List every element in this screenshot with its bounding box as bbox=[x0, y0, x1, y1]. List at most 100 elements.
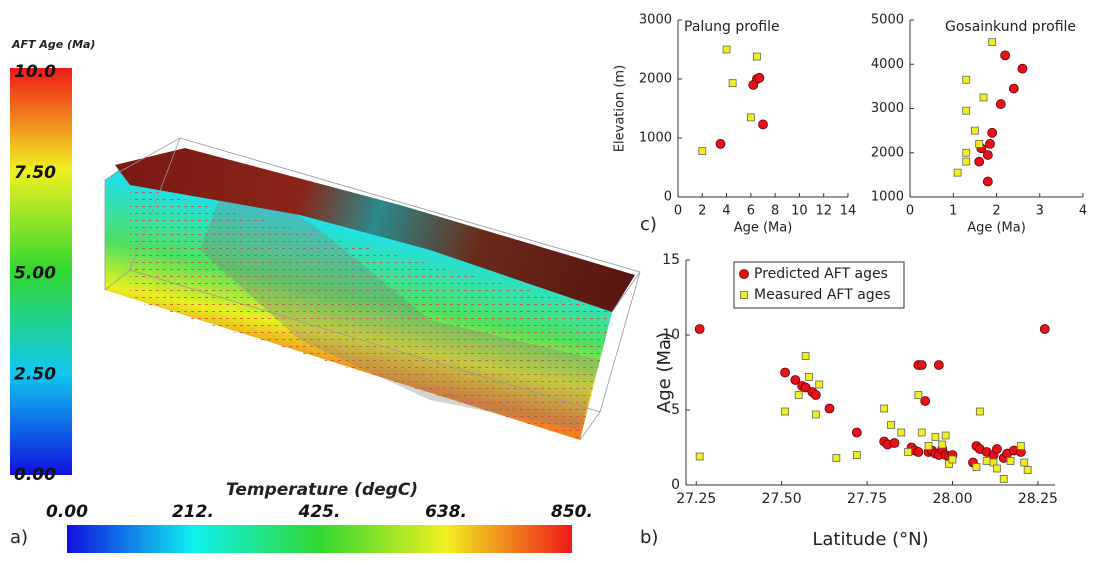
point bbox=[999, 475, 1008, 483]
point bbox=[1017, 63, 1028, 74]
y-tick-label: 15 bbox=[662, 252, 680, 268]
point bbox=[948, 455, 957, 464]
point bbox=[897, 428, 906, 437]
point bbox=[887, 421, 895, 429]
legend-label: Measured AFT ages bbox=[754, 287, 891, 303]
y-tick-label: 0 bbox=[671, 477, 680, 493]
y-tick-label: 2000 bbox=[871, 145, 904, 160]
colorbar-tick-label: 0.00 bbox=[46, 502, 88, 522]
point bbox=[698, 147, 707, 155]
point bbox=[985, 138, 995, 149]
point bbox=[794, 391, 803, 399]
point bbox=[962, 106, 971, 115]
point bbox=[811, 410, 820, 419]
model-grid bbox=[130, 185, 612, 440]
model-surface bbox=[115, 148, 635, 312]
x-tick-label: 12 bbox=[815, 204, 832, 219]
point bbox=[920, 396, 931, 406]
point bbox=[917, 428, 926, 437]
point bbox=[810, 390, 821, 400]
x-tick-label: 6 bbox=[747, 204, 755, 219]
3d-model bbox=[104, 137, 641, 441]
point bbox=[982, 150, 993, 160]
point bbox=[941, 431, 950, 440]
point bbox=[715, 138, 726, 149]
point bbox=[974, 156, 985, 167]
y-tick-label: 1000 bbox=[871, 190, 904, 205]
point bbox=[694, 324, 705, 334]
x-tick-label: 4 bbox=[722, 204, 730, 219]
point bbox=[924, 442, 933, 450]
y-tick-label: 2000 bbox=[639, 72, 672, 87]
panel-label: a) bbox=[10, 527, 28, 548]
point bbox=[1000, 50, 1011, 61]
point bbox=[781, 407, 789, 416]
point bbox=[889, 438, 900, 448]
point bbox=[916, 360, 927, 370]
point bbox=[832, 454, 841, 462]
point bbox=[695, 452, 704, 461]
point bbox=[975, 407, 984, 416]
legend-box bbox=[733, 261, 905, 309]
point bbox=[992, 444, 1002, 454]
point bbox=[801, 352, 810, 360]
point bbox=[953, 168, 962, 177]
point bbox=[805, 373, 813, 381]
x-axis-label: Latitude (°N) bbox=[812, 529, 928, 550]
y-tick-label: 10 bbox=[662, 327, 680, 343]
legend-marker bbox=[739, 269, 749, 279]
point bbox=[975, 139, 984, 148]
colorbar-tick-label: 10.0 bbox=[14, 62, 56, 82]
y-axis-label: Age (Ma) bbox=[654, 332, 675, 413]
fault-plane bbox=[200, 170, 600, 430]
point bbox=[1008, 83, 1019, 94]
y-tick-label: 0 bbox=[664, 190, 672, 205]
point bbox=[962, 157, 971, 166]
colorbar-tick-label: 212. bbox=[172, 502, 214, 522]
legend-label: Predicted AFT ages bbox=[754, 266, 888, 282]
point bbox=[852, 451, 861, 459]
colorbar-tick-label: 638. bbox=[425, 502, 467, 522]
y-axis-label: Elevation (m) bbox=[613, 65, 628, 152]
x-tick-label: 28.00 bbox=[932, 491, 972, 507]
point bbox=[993, 464, 1001, 473]
point bbox=[851, 427, 862, 438]
point bbox=[962, 75, 971, 84]
point bbox=[722, 45, 731, 54]
point bbox=[754, 72, 765, 83]
point bbox=[1006, 457, 1015, 465]
point bbox=[933, 360, 944, 370]
x-tick-label: 1 bbox=[949, 204, 957, 219]
y-tick-label: 4000 bbox=[871, 57, 904, 72]
point bbox=[758, 119, 768, 130]
point bbox=[880, 404, 889, 413]
point bbox=[728, 79, 737, 88]
point bbox=[995, 99, 1006, 109]
colorbar-tick-label: 2.50 bbox=[14, 364, 56, 384]
point bbox=[1020, 458, 1029, 467]
point bbox=[979, 93, 988, 102]
x-tick-label: 4 bbox=[1079, 204, 1087, 219]
chart-title: Gosainkund profile bbox=[945, 19, 1076, 35]
age-colorbar-title: AFT Age (Ma) bbox=[11, 38, 95, 51]
chart-title: Palung profile bbox=[684, 19, 780, 35]
point bbox=[824, 403, 835, 414]
y-tick-label: 1000 bbox=[639, 131, 672, 146]
colorbar-tick-label: 850. bbox=[551, 502, 593, 522]
point bbox=[970, 126, 979, 135]
age-colorbar bbox=[10, 68, 72, 475]
point bbox=[982, 176, 993, 187]
point bbox=[1016, 442, 1025, 450]
colorbar-tick-label: 5.00 bbox=[14, 264, 56, 284]
panel-label: b) bbox=[640, 527, 658, 548]
point bbox=[914, 391, 923, 399]
x-tick-label: 27.25 bbox=[676, 491, 716, 507]
legend-marker bbox=[740, 291, 748, 299]
y-tick-label: 5 bbox=[671, 402, 680, 418]
x-tick-label: 2 bbox=[698, 204, 706, 219]
x-tick-label: 2 bbox=[992, 204, 1000, 219]
point bbox=[790, 375, 801, 385]
colorbar-tick-label: 0.00 bbox=[14, 465, 56, 485]
point bbox=[746, 113, 755, 122]
